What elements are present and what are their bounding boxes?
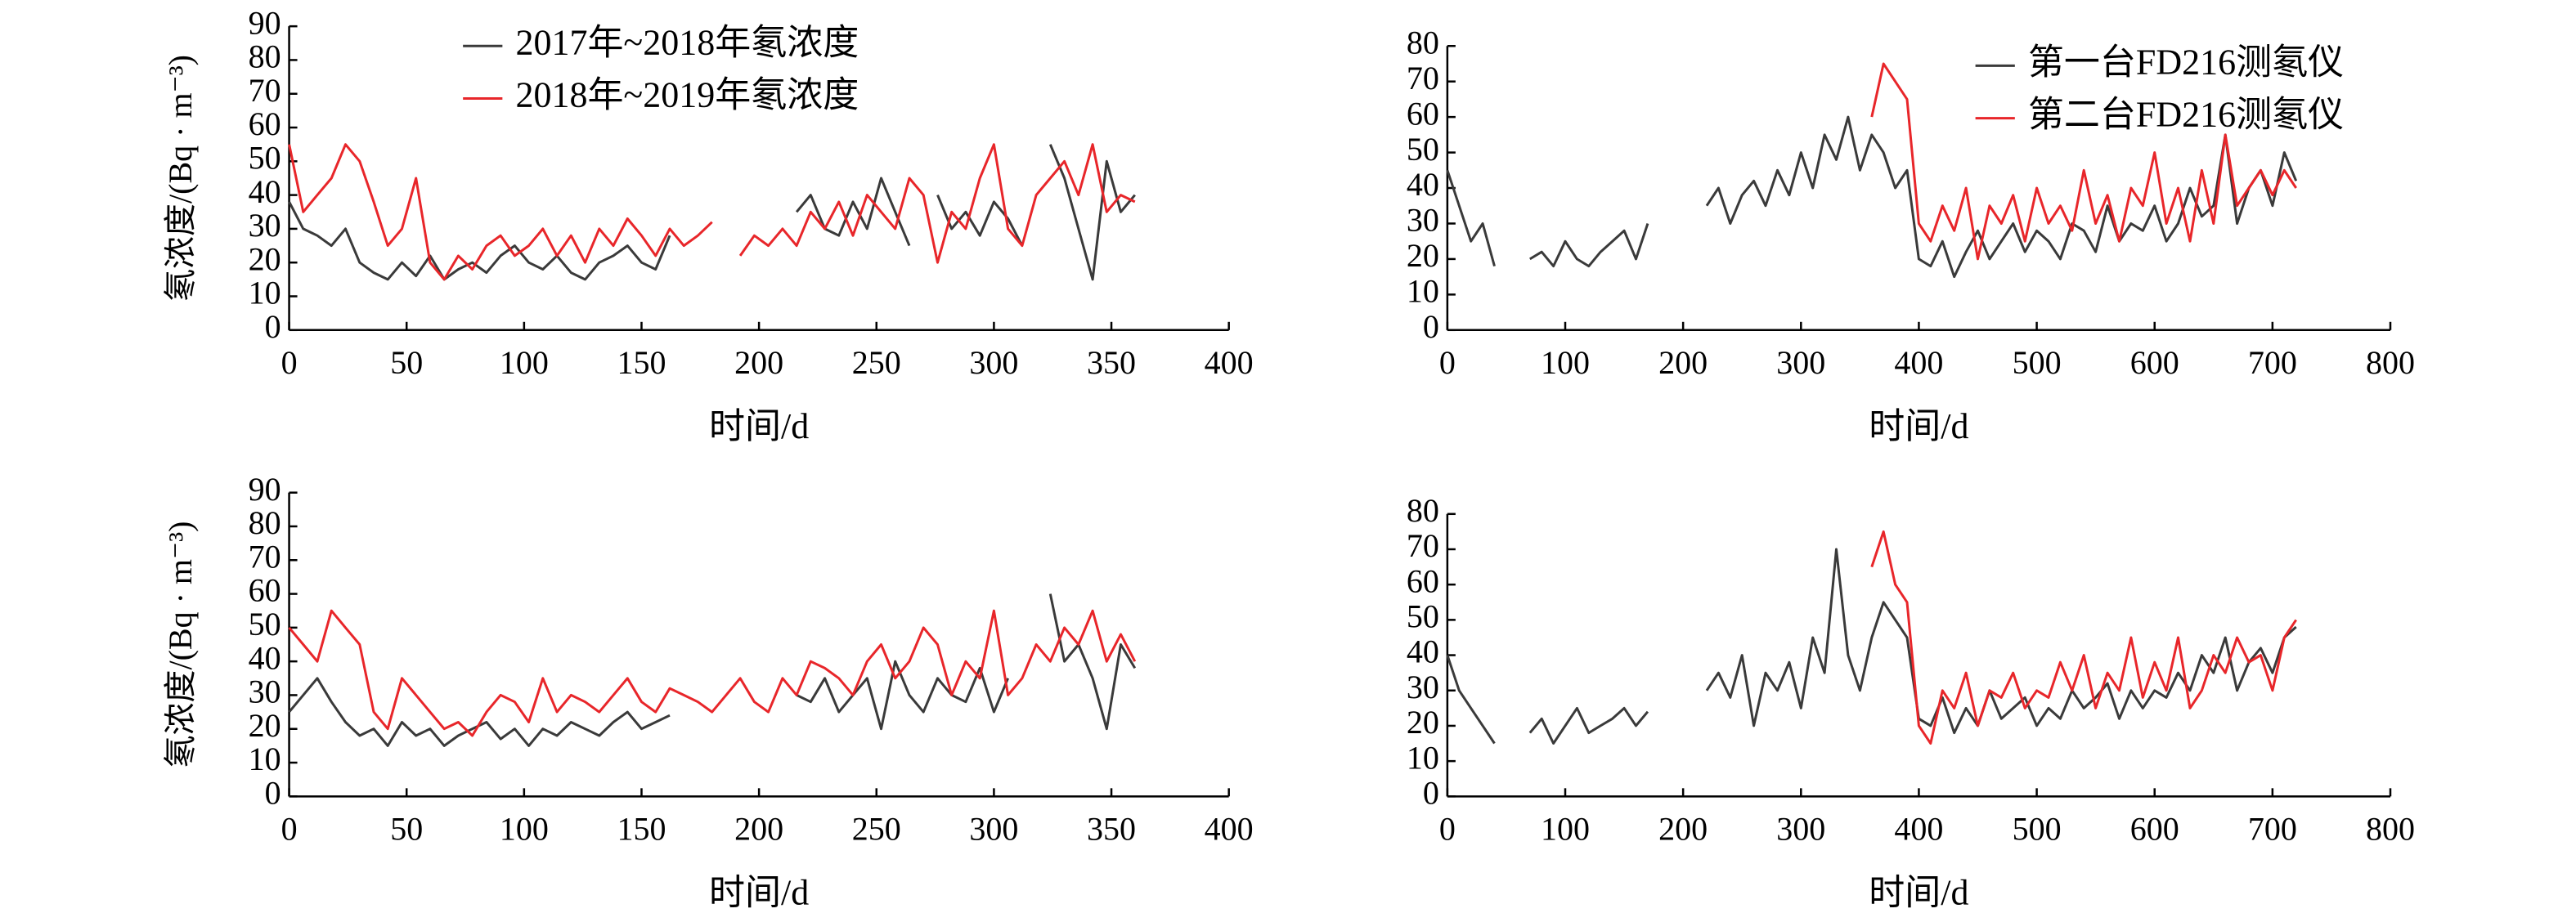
x-tick-label: 400: [1894, 344, 1943, 381]
series-line: [288, 593, 1137, 747]
x-tick-label: 400: [1894, 811, 1943, 848]
x-tick-label: 600: [2130, 344, 2179, 381]
y-axis-label: 氡浓度/(Bq · m⁻³): [162, 55, 199, 302]
x-tick-label: 200: [1658, 811, 1708, 848]
y-tick-label: 20: [249, 240, 281, 277]
x-tick-label: 300: [969, 344, 1018, 381]
y-tick-label: 20: [1407, 704, 1439, 741]
x-tick-label: 800: [2366, 811, 2415, 848]
y-tick-label: 30: [1407, 202, 1439, 239]
series-line: [1446, 115, 2298, 279]
y-axis-label: 氡浓度/(Bq · m⁻³): [162, 521, 199, 768]
x-tick-label: 300: [1776, 344, 1825, 381]
legend-label: 第一台FD216测氡仪: [2028, 42, 2344, 82]
x-tick-label: 200: [734, 344, 783, 381]
x-tick-label: 200: [734, 811, 783, 848]
y-tick-label: 70: [249, 72, 281, 109]
y-tick-label: 40: [249, 639, 281, 676]
x-tick-label: 100: [500, 811, 549, 848]
y-tick-label: 0: [265, 308, 281, 345]
series-line: [1870, 530, 2297, 745]
x-tick-label: 150: [617, 344, 666, 381]
y-tick-label: 50: [1407, 131, 1439, 168]
x-axis-label: 时间/d: [1869, 872, 1968, 912]
y-tick-label: 30: [1407, 669, 1439, 705]
x-tick-label: 50: [390, 344, 423, 381]
x-tick-label: 350: [1087, 811, 1136, 848]
y-tick-label: 60: [249, 105, 281, 142]
y-tick-label: 90: [249, 4, 281, 41]
x-tick-label: 300: [969, 811, 1018, 848]
y-tick-label: 40: [1407, 633, 1439, 670]
y-tick-label: 20: [1407, 237, 1439, 274]
y-tick-label: 70: [1407, 60, 1439, 96]
series-line: [1446, 548, 2297, 745]
y-tick-label: 80: [249, 504, 281, 541]
y-tick-label: 60: [1407, 562, 1439, 599]
series-line: [288, 609, 1137, 737]
x-tick-label: 150: [617, 811, 666, 848]
series-line: [1870, 62, 2297, 261]
y-tick-label: 10: [1407, 739, 1439, 776]
legend-label: 第二台FD216测氡仪: [2028, 95, 2344, 135]
x-tick-label: 500: [2013, 811, 2062, 848]
x-tick-label: 100: [1541, 811, 1590, 848]
x-tick-label: 400: [1205, 811, 1254, 848]
x-tick-label: 250: [852, 344, 901, 381]
y-tick-label: 0: [1423, 308, 1439, 345]
y-tick-label: 90: [249, 471, 281, 508]
x-tick-label: 0: [1439, 811, 1456, 848]
x-tick-label: 250: [852, 811, 901, 848]
y-tick-label: 30: [249, 674, 281, 710]
y-tick-label: 60: [1407, 95, 1439, 132]
x-tick-label: 50: [390, 811, 423, 848]
y-tick-label: 40: [249, 173, 281, 210]
y-tick-label: 10: [249, 275, 281, 311]
y-tick-label: 80: [249, 38, 281, 75]
series-line: [288, 144, 1136, 281]
y-tick-label: 80: [1407, 24, 1439, 60]
y-tick-label: 30: [249, 207, 281, 244]
x-tick-label: 0: [281, 811, 298, 848]
y-tick-label: 10: [1407, 273, 1439, 310]
x-tick-label: 0: [281, 344, 298, 381]
x-tick-label: 700: [2248, 344, 2297, 381]
x-tick-label: 350: [1087, 344, 1136, 381]
y-tick-label: 70: [1407, 527, 1439, 564]
x-tick-label: 700: [2248, 811, 2297, 848]
y-tick-label: 50: [1407, 598, 1439, 635]
x-tick-label: 100: [1541, 344, 1590, 381]
y-tick-label: 60: [249, 572, 281, 609]
y-tick-label: 0: [1423, 775, 1439, 812]
x-tick-label: 100: [500, 344, 549, 381]
y-tick-label: 20: [249, 707, 281, 744]
x-tick-label: 600: [2130, 811, 2179, 848]
x-axis-label: 时间/d: [1869, 406, 1968, 446]
x-tick-label: 800: [2366, 344, 2415, 381]
y-tick-label: 10: [249, 741, 281, 777]
legend-label: 2018年~2019年氡浓度: [515, 75, 859, 115]
y-tick-label: 70: [249, 538, 281, 575]
x-tick-label: 400: [1205, 344, 1254, 381]
x-tick-label: 300: [1776, 811, 1825, 848]
legend-label: 2017年~2018年氡浓度: [515, 22, 859, 62]
x-tick-label: 200: [1658, 344, 1708, 381]
y-tick-label: 50: [249, 606, 281, 642]
y-tick-label: 80: [1407, 492, 1439, 529]
series-line: [288, 143, 1136, 281]
x-axis-label: 时间/d: [709, 406, 809, 446]
y-tick-label: 0: [265, 775, 281, 812]
y-tick-label: 40: [1407, 166, 1439, 203]
y-tick-label: 50: [249, 139, 281, 176]
x-axis-label: 时间/d: [709, 872, 809, 912]
x-tick-label: 0: [1439, 344, 1456, 381]
x-tick-label: 500: [2013, 344, 2062, 381]
